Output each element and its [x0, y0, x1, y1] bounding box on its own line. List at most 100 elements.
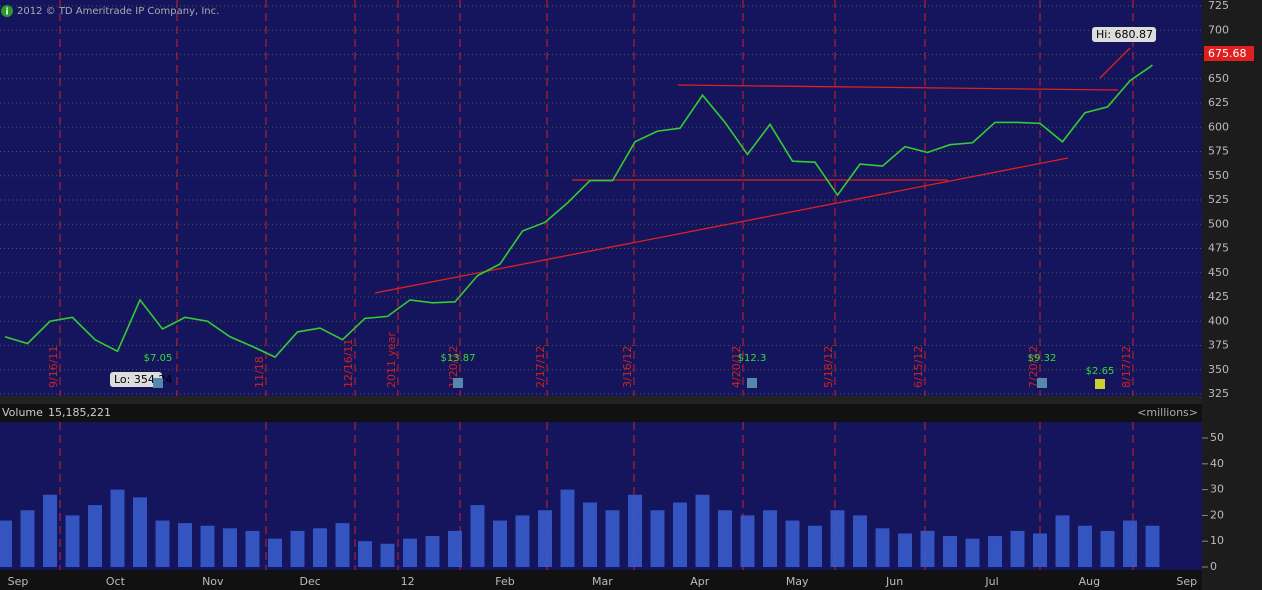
last-price-box	[1204, 46, 1254, 61]
volume-bar	[920, 530, 935, 567]
info-icon-text: i	[5, 8, 8, 18]
y-tick-label: 325	[1208, 387, 1229, 400]
earnings-label: $7.05	[144, 353, 173, 364]
event-label: 11/18	[253, 356, 266, 388]
y-tick-label: 700	[1208, 23, 1229, 36]
y-tick-label: 575	[1208, 145, 1229, 158]
volume-bar	[785, 520, 800, 567]
price-line	[4, 64, 1153, 359]
event-label: 5/18/12	[822, 346, 835, 388]
volume-bar	[403, 538, 417, 567]
low-box	[110, 372, 162, 387]
volume-bar	[43, 494, 57, 567]
earnings-label: $9.32	[1028, 353, 1057, 364]
volume-bar	[313, 528, 327, 567]
x-tick-label: Sep	[8, 575, 29, 588]
y-tick-label: 625	[1208, 96, 1229, 109]
x-tick-label: Jun	[885, 575, 903, 588]
y-tick-label: 425	[1208, 290, 1229, 303]
info-icon[interactable]	[1, 5, 13, 17]
volume-bar	[808, 525, 822, 567]
high-label: Hi: 680.87	[1096, 28, 1153, 41]
volume-bar	[268, 538, 282, 567]
volume-bar	[853, 515, 867, 567]
volume-bar	[695, 494, 710, 567]
volume-bar	[650, 510, 665, 567]
event-label: 4/20/12	[730, 346, 743, 388]
volume-bar	[560, 489, 575, 567]
last-price: 675.68	[1208, 47, 1247, 60]
y-tick-label: 725	[1208, 0, 1229, 12]
event-label: 3/16/12	[621, 346, 634, 388]
volume-bar	[88, 505, 102, 567]
y-tick-label: 350	[1208, 363, 1229, 376]
volume-bar	[718, 510, 732, 567]
volume-bar	[1033, 533, 1047, 567]
volume-header	[0, 404, 1202, 422]
volume-bar	[380, 543, 395, 567]
volume-bar	[1055, 515, 1070, 567]
volume-bar	[20, 510, 35, 567]
x-tick-label: Mar	[592, 575, 613, 588]
volume-bar	[335, 523, 350, 567]
event-label: 8/17/12	[1120, 346, 1133, 388]
y-tick-label: 525	[1208, 193, 1229, 206]
volume-bar	[245, 530, 260, 567]
volume-bar	[110, 489, 125, 567]
volume-tick-label: 40	[1210, 457, 1224, 470]
volume-bar	[1145, 525, 1160, 567]
earnings-icon	[747, 378, 757, 388]
volume-bar	[583, 502, 597, 567]
copyright: 2012 © TD Ameritrade IP Company, Inc.	[17, 6, 219, 17]
volume-bar	[605, 510, 620, 567]
event-label: 2/17/12	[534, 346, 547, 388]
event-label: 6/15/12	[912, 346, 925, 388]
volume-bar	[65, 515, 80, 567]
volume-bar	[1100, 530, 1115, 567]
volume-bar	[1123, 520, 1137, 567]
x-tick-label: May	[786, 575, 809, 588]
high-box	[1092, 27, 1156, 42]
earnings-icon	[153, 378, 163, 388]
volume-bar	[133, 497, 147, 567]
volume-bar	[943, 536, 957, 567]
earnings-label: $12.3	[738, 353, 767, 364]
volume-tick-label: 30	[1210, 483, 1224, 496]
volume-bar	[875, 528, 890, 567]
y-tick-label: 450	[1208, 266, 1229, 279]
x-tick-label: Jul	[984, 575, 998, 588]
volume-bar	[538, 510, 552, 567]
event-label: 7/20/12	[1027, 346, 1040, 388]
earnings-label: $13.87	[441, 353, 476, 364]
volume-bar	[1010, 530, 1025, 567]
y-tick-label: 375	[1208, 339, 1229, 352]
x-tick-label: Sep	[1176, 575, 1197, 588]
volume-unit: <millions>	[1137, 406, 1198, 419]
earnings-icon	[1095, 379, 1105, 389]
volume-bar	[628, 494, 642, 567]
price-panel	[0, 0, 1202, 396]
volume-bar	[740, 515, 755, 567]
volume-tick-label: 0	[1210, 560, 1217, 573]
y-tick-label: 475	[1208, 242, 1229, 255]
volume-bar	[223, 528, 237, 567]
x-tick-label: 12	[401, 575, 415, 588]
trendlines	[374, 47, 1131, 294]
volume-bar	[0, 520, 12, 567]
event-label: 9/16/11	[47, 346, 60, 388]
y-tick-label: 650	[1208, 72, 1229, 85]
volume-bar	[200, 525, 215, 567]
volume-bar	[448, 530, 462, 567]
x-axis-panel	[0, 570, 1202, 590]
volume-bar	[515, 515, 530, 567]
volume-bar	[470, 505, 485, 567]
x-tick-label: Nov	[202, 575, 224, 588]
volume-bar	[830, 510, 845, 567]
volume-title: Volume	[2, 406, 43, 419]
event-label: 12/16/11	[342, 339, 355, 388]
axis-panel	[1202, 0, 1262, 590]
earnings-icon	[453, 378, 463, 388]
event-label: 1/20/12	[447, 346, 460, 388]
x-tick-label: Dec	[300, 575, 321, 588]
